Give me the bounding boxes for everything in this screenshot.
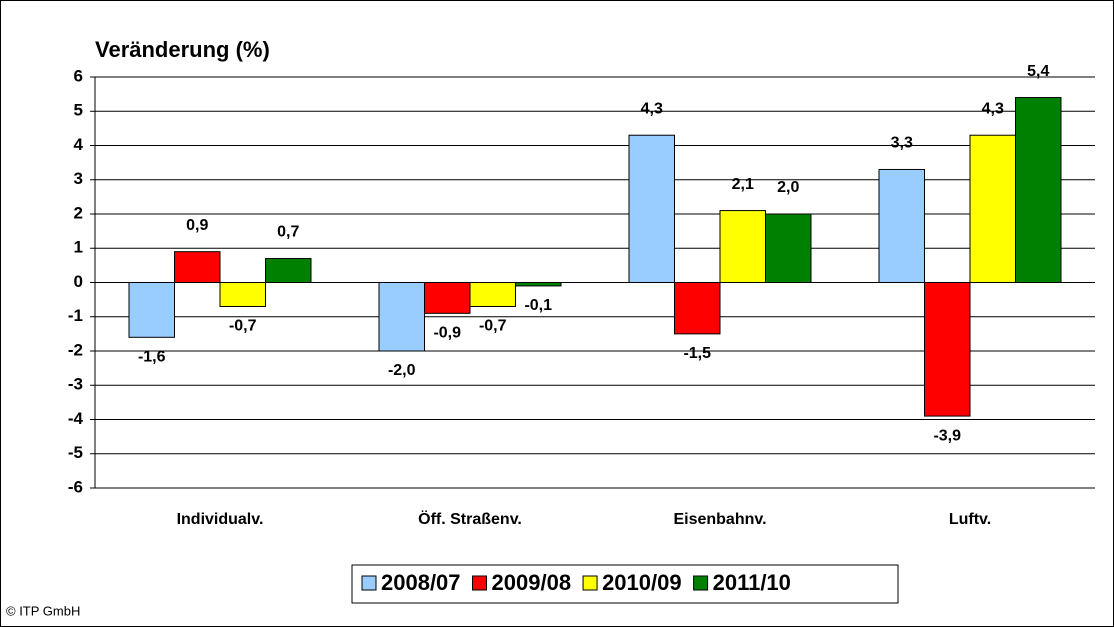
value-label: -2,0 [388, 362, 416, 379]
value-label: 2,1 [732, 176, 754, 193]
legend-label: 2011/10 [713, 570, 791, 595]
x-tick-label: Öff. Straßenv. [418, 509, 522, 528]
bar [969, 134, 1016, 283]
bar [219, 282, 266, 307]
y-axis-title: Veränderung (%) [95, 37, 270, 62]
x-tick-label: Eisenbahnv. [673, 511, 766, 528]
bar [174, 251, 221, 284]
value-label: -0,1 [524, 297, 552, 314]
value-label: -1,5 [683, 345, 711, 362]
y-tick-label: 5 [74, 101, 83, 120]
bar [515, 282, 562, 287]
bar [674, 282, 721, 335]
legend-swatch [693, 575, 709, 591]
value-label: -0,7 [479, 318, 507, 335]
y-tick-label: 0 [74, 272, 83, 291]
legend [351, 564, 899, 604]
value-label: 5,4 [1027, 63, 1049, 80]
value-label: 0,9 [186, 217, 208, 234]
bar [424, 282, 471, 314]
bar [719, 210, 766, 283]
value-label: 4,3 [982, 100, 1004, 117]
value-label: -3,9 [933, 427, 961, 444]
legend-swatch [361, 575, 377, 591]
bar [265, 258, 312, 283]
legend-label: 2008/07 [381, 570, 461, 595]
bar [924, 282, 971, 417]
y-tick-label: -1 [68, 306, 83, 325]
y-tick-label: 1 [74, 238, 83, 257]
bar [378, 282, 425, 352]
value-label: 0,7 [277, 224, 299, 241]
value-label: 4,3 [641, 100, 663, 117]
y-tick-label: -5 [68, 443, 83, 462]
y-tick-label: 3 [74, 169, 83, 188]
y-tick-label: -3 [68, 375, 83, 394]
bar [878, 168, 925, 284]
y-tick-label: -6 [68, 477, 83, 496]
value-label: -0,7 [229, 318, 257, 335]
bar [469, 282, 516, 307]
x-tick-label: Individualv. [177, 511, 264, 528]
y-tick-label: 6 [74, 66, 83, 85]
legend-label: 2010/09 [602, 570, 682, 595]
legend-swatch [582, 575, 598, 591]
y-tick-label: 2 [74, 203, 83, 222]
value-label: 3,3 [891, 135, 913, 152]
x-tick-label: Luftv. [949, 511, 991, 528]
source-note: © ITP GmbH [6, 603, 80, 618]
legend-swatch [472, 575, 488, 591]
value-label: -1,6 [138, 349, 166, 366]
bar [765, 213, 812, 283]
value-label: -0,9 [433, 325, 461, 342]
y-tick-label: -4 [68, 409, 84, 428]
bar [628, 134, 675, 283]
y-tick-label: -2 [68, 340, 83, 359]
bar [128, 282, 175, 338]
legend-label: 2009/08 [492, 570, 572, 595]
value-label: 2,0 [777, 179, 799, 196]
bar [1015, 97, 1062, 283]
y-tick-label: 4 [74, 135, 84, 154]
